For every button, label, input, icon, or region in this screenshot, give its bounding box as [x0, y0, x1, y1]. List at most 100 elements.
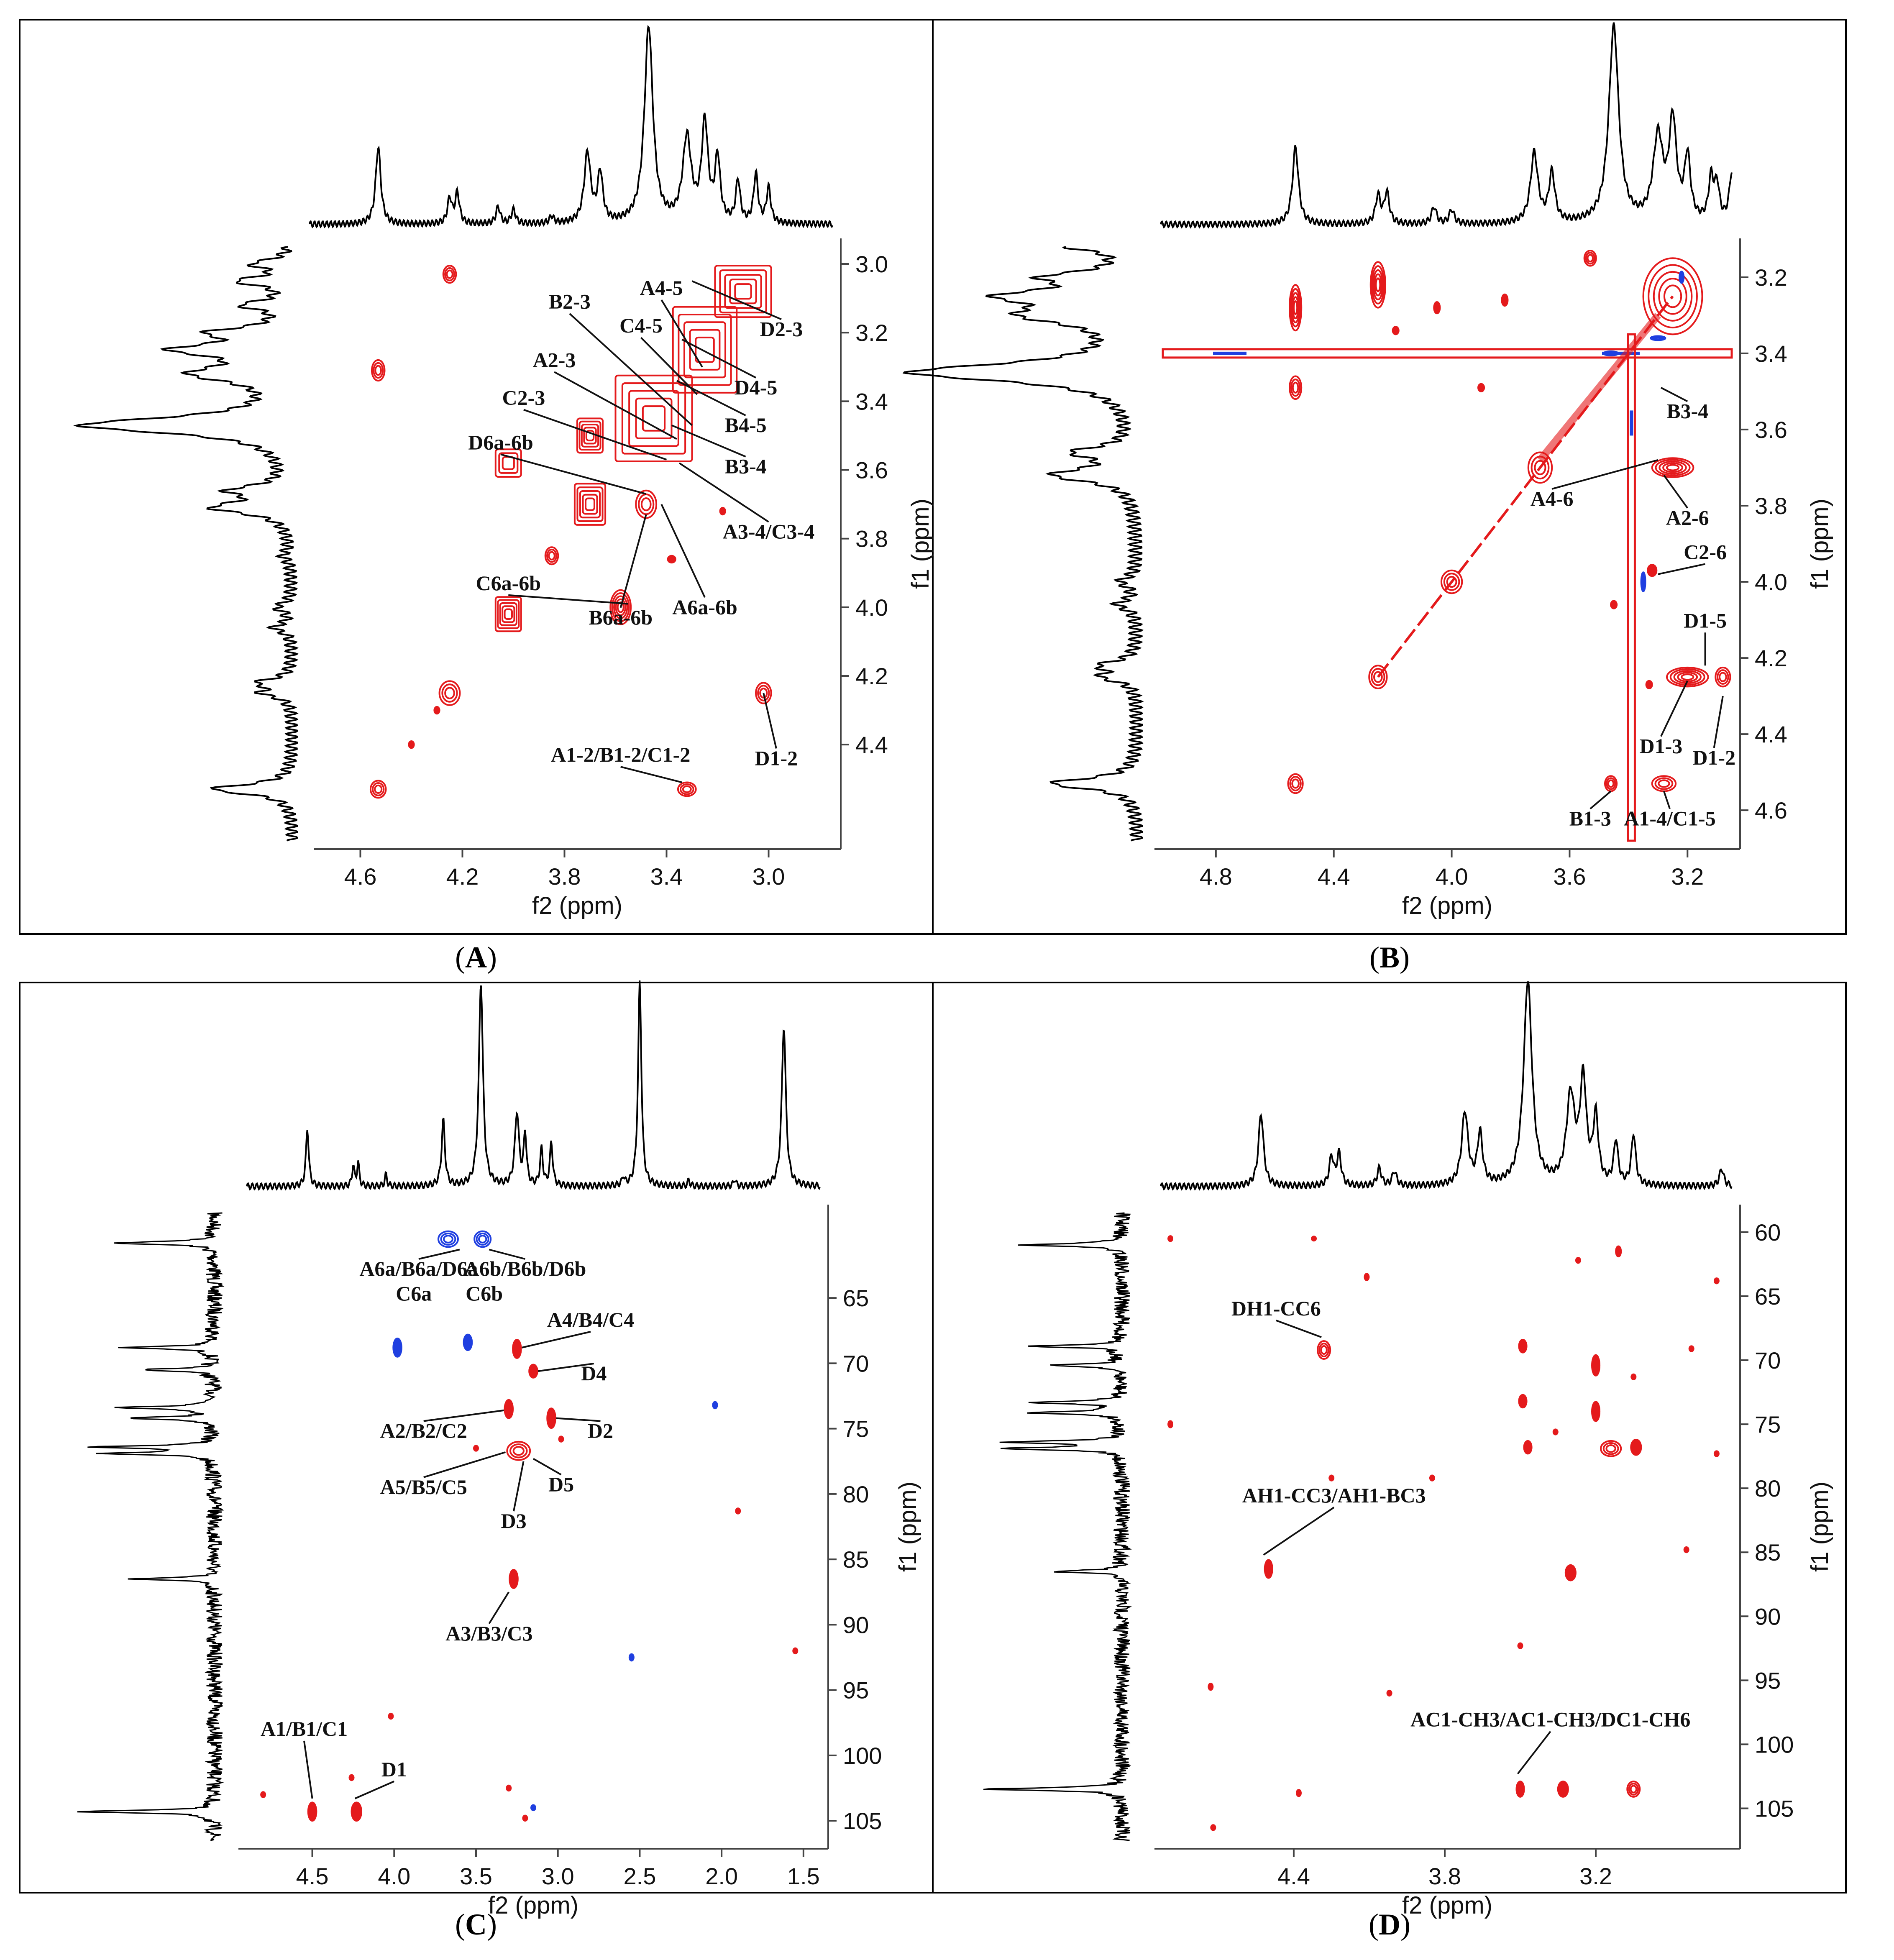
annotation-leader — [1658, 563, 1706, 575]
y-tick-label: 65 — [1755, 1283, 1781, 1310]
cross-peak — [1651, 457, 1694, 478]
annotation-leader — [513, 1461, 525, 1512]
contour-ring — [1662, 462, 1683, 473]
contour-ring — [497, 599, 520, 629]
cross-peak — [1264, 1559, 1273, 1579]
contour-ring — [582, 494, 598, 515]
contour-ring — [628, 1653, 635, 1662]
cross-peak — [1647, 564, 1658, 577]
contour-ring — [351, 1801, 362, 1822]
y-axis-label: f1 (ppm) — [894, 1482, 921, 1572]
cross-peak — [1440, 569, 1463, 594]
y-tick-label: 3.6 — [1755, 417, 1787, 443]
cross-peak — [1518, 1394, 1528, 1409]
annotation-leader — [489, 1249, 525, 1260]
cross-peak — [614, 374, 693, 463]
contour-ring — [1583, 250, 1597, 267]
contour-ring — [1666, 464, 1680, 471]
cross-peak — [1591, 1354, 1601, 1377]
contour-ring — [512, 1339, 522, 1359]
contour-ring — [558, 1435, 564, 1443]
y-tick-label: 3.8 — [1755, 493, 1787, 519]
annotation-label: A6b/B6b/D6b — [464, 1257, 586, 1280]
cross-peak — [712, 1401, 718, 1410]
cross-peak — [1630, 1373, 1637, 1380]
contour-ring — [504, 1399, 514, 1419]
cross-peak — [473, 1445, 479, 1452]
cross-peak — [506, 1784, 512, 1792]
contour-ring — [388, 1712, 394, 1720]
peak-annotation: C6a — [396, 1282, 432, 1305]
contour-ring — [1654, 336, 1662, 340]
annotation-leader — [488, 1592, 509, 1624]
contour-ring — [617, 601, 625, 613]
f2-projection-trace — [246, 980, 821, 1191]
cross-peak — [528, 1364, 538, 1379]
cross-peak — [1501, 293, 1509, 307]
annotation-label: B3-4 — [1666, 399, 1708, 423]
contour-ring — [635, 489, 658, 519]
annotation-label: A2-6 — [1666, 506, 1709, 529]
peak-annotation: C4-5 — [619, 314, 698, 395]
f1-projection-trace — [73, 246, 299, 842]
contour-ring — [528, 1364, 538, 1379]
vertical-ridge-negative — [1630, 410, 1633, 436]
y-axis-label: f1 (ppm) — [1806, 499, 1833, 589]
cross-peak — [1600, 1440, 1622, 1457]
annotation-label: D1-3 — [1639, 734, 1682, 758]
peak-annotation: D2 — [556, 1417, 613, 1443]
contour-ring — [546, 1407, 556, 1429]
annotation-label: A2-3 — [533, 348, 576, 371]
peak-annotation: A2/B2/C2 — [380, 1409, 504, 1443]
cross-peak — [509, 1569, 519, 1589]
annotation-leader — [671, 424, 746, 458]
cross-peak — [1289, 284, 1303, 332]
cross-peak — [573, 483, 607, 526]
contour-ring — [1446, 576, 1457, 588]
contour-ring — [1210, 1824, 1216, 1831]
contour-ring — [757, 685, 770, 701]
contour-ring — [509, 1443, 528, 1458]
diagonal-ridge — [1537, 313, 1661, 463]
contour-ring — [499, 602, 517, 626]
contour-ring — [443, 1235, 453, 1244]
annotation-label: C6b — [466, 1282, 503, 1305]
contour-ring — [1615, 1245, 1622, 1258]
contour-ring — [478, 1235, 487, 1244]
cross-peak — [1317, 1340, 1331, 1360]
contour-ring — [683, 321, 727, 379]
cross-peak — [1626, 1781, 1641, 1798]
contour-ring — [585, 430, 595, 442]
cross-peak — [388, 1712, 394, 1720]
cross-peak — [512, 1339, 522, 1359]
contour-ring — [1531, 455, 1550, 480]
peak-annotation: D4-5 — [681, 338, 777, 399]
peak-annotation: C6b — [466, 1282, 503, 1305]
contour-ring — [579, 490, 601, 519]
contour-ring — [1295, 1789, 1302, 1797]
contour-ring — [444, 687, 455, 699]
annotation-leader — [676, 380, 746, 417]
annotation-leader — [1551, 459, 1659, 490]
cross-peak — [1364, 1273, 1370, 1281]
peak-annotation: A5/B5/C5 — [380, 1451, 506, 1499]
contour-ring — [1647, 564, 1658, 577]
x-tick-label: 4.6 — [344, 863, 377, 890]
annotation-label: C2-6 — [1684, 540, 1727, 563]
cross-peak — [609, 589, 632, 625]
x-axis-label: f2 (ppm) — [488, 1892, 578, 1919]
x-tick-label: 2.0 — [705, 1863, 738, 1889]
contour-ring — [1587, 254, 1594, 263]
contour-ring — [1515, 1781, 1525, 1798]
contour-ring — [433, 706, 440, 715]
y-tick-label: 4.0 — [855, 594, 888, 621]
contour-ring — [1659, 461, 1687, 475]
annotation-label: C6a — [396, 1282, 432, 1305]
cross-peak — [1645, 680, 1653, 689]
contour-ring — [544, 546, 559, 565]
contour-ring — [1287, 773, 1304, 794]
contour-ring — [1591, 1354, 1601, 1377]
annotation-leader — [660, 504, 706, 598]
panel-a-plot: 4.6 4.2 3.8 3.4 3.0 3.0 3.2 3.4 3.6 3.8 4.0 4.2 4.4 f… — [73, 25, 934, 919]
contour-ring — [1663, 284, 1682, 308]
